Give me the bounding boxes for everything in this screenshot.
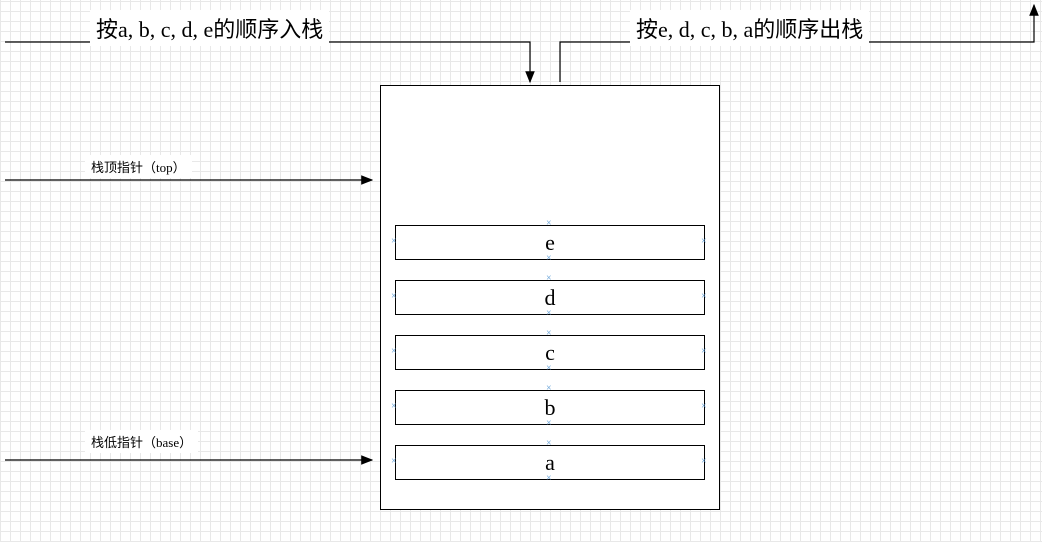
stack-cell: c [395,335,705,370]
push-arrow [5,42,530,82]
stack-cell: e [395,225,705,260]
pop-title: 按e, d, c, b, a的顺序出栈 [630,10,869,46]
stack-cell: d [395,280,705,315]
stack-cell: b [395,390,705,425]
base-pointer-label: 栈低指针（base） [85,430,198,453]
top-pointer-label: 栈顶指针（top） [85,155,192,178]
push-title: 按a, b, c, d, e的顺序入栈 [90,10,329,46]
stack-cell: a [395,445,705,480]
